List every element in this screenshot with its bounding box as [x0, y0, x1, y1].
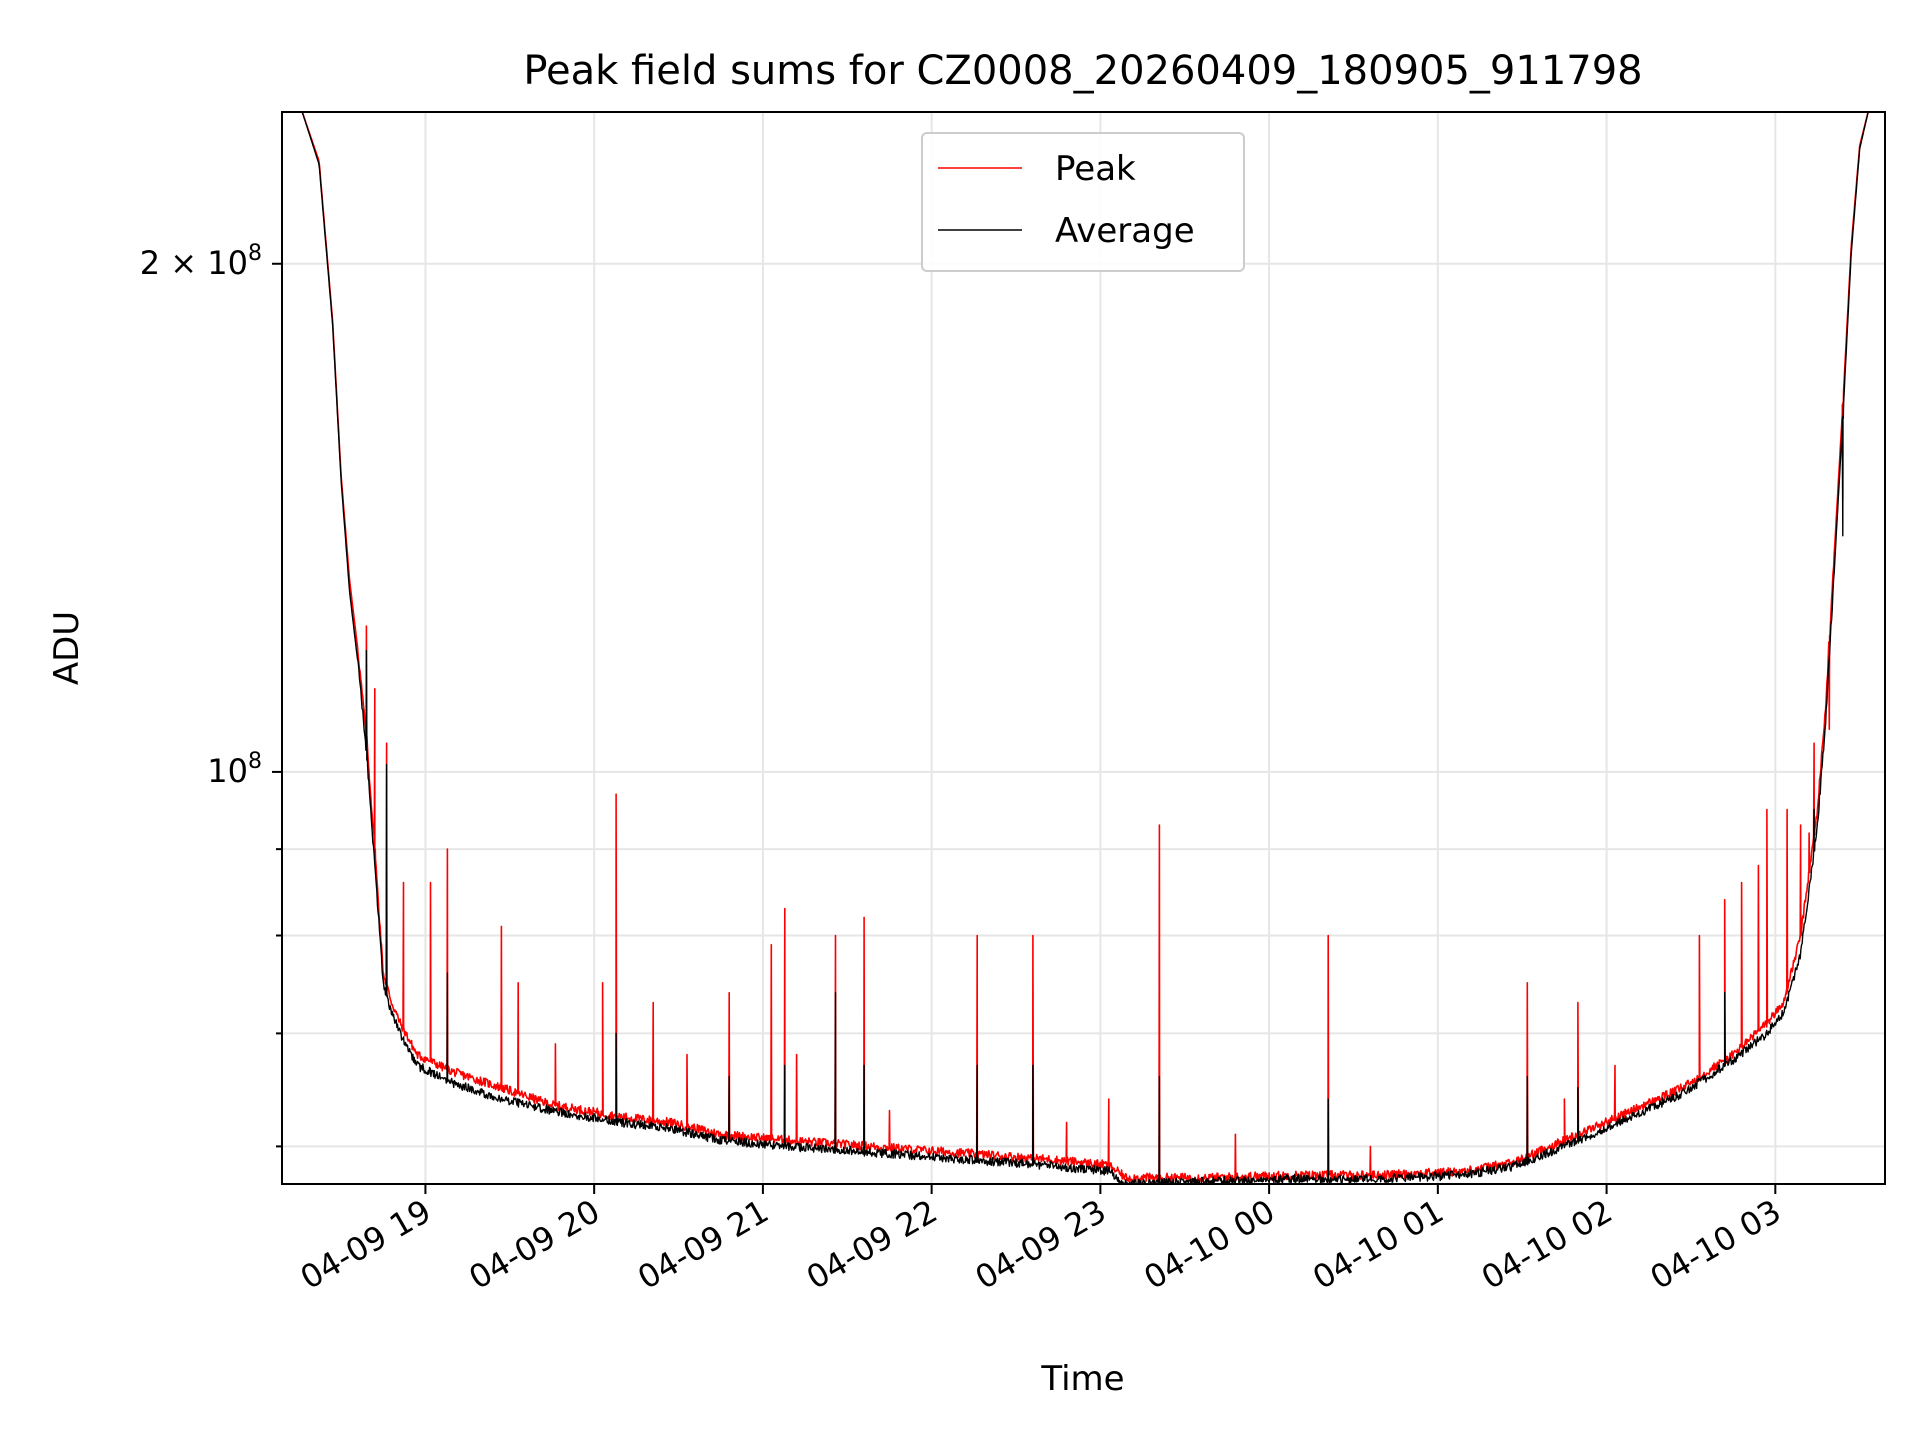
y-axis-label: ADU [47, 611, 87, 685]
y-tick-label: 2 × 108 [140, 241, 262, 282]
plot-frame [281, 111, 1886, 1185]
grid [282, 112, 1885, 1184]
x-tick-label: 04-10 03 [1644, 1192, 1788, 1297]
y-tick-label: 108 [207, 749, 262, 790]
x-axis-ticks: 04-09 19 04-09 20 04-09 21 04-09 22 04-09 23… [294, 1184, 1787, 1297]
chart-title: Peak field sums for CZ0008_20260409_1809… [523, 48, 1642, 94]
legend-average-label: Average [1055, 211, 1195, 251]
x-tick-label: 04-10 00 [1138, 1192, 1282, 1297]
x-tick-label: 04-09 21 [631, 1192, 775, 1297]
y-tick-label-exponent: 8 [248, 749, 262, 774]
series-layer [282, 112, 1885, 1184]
x-axis-label: Time [1040, 1359, 1124, 1399]
series-line-peak [282, 112, 1885, 1183]
x-tick-label: 04-10 02 [1475, 1192, 1619, 1297]
legend-peak-label: Peak [1055, 149, 1136, 189]
series-line-average [282, 112, 1885, 1184]
x-tick-label: 04-09 20 [463, 1192, 607, 1297]
x-tick-label: 04-09 23 [969, 1192, 1113, 1297]
y-tick-label-exponent: 8 [248, 241, 262, 266]
y-tick-label-base: 10 [207, 752, 248, 790]
x-tick-label: 04-10 01 [1306, 1192, 1450, 1297]
legend: Peak Average [921, 132, 1245, 272]
x-tick-label: 04-09 22 [800, 1192, 944, 1297]
x-tick-label: 04-09 19 [294, 1192, 438, 1297]
y-tick-label-base: 2 × 10 [140, 244, 248, 282]
